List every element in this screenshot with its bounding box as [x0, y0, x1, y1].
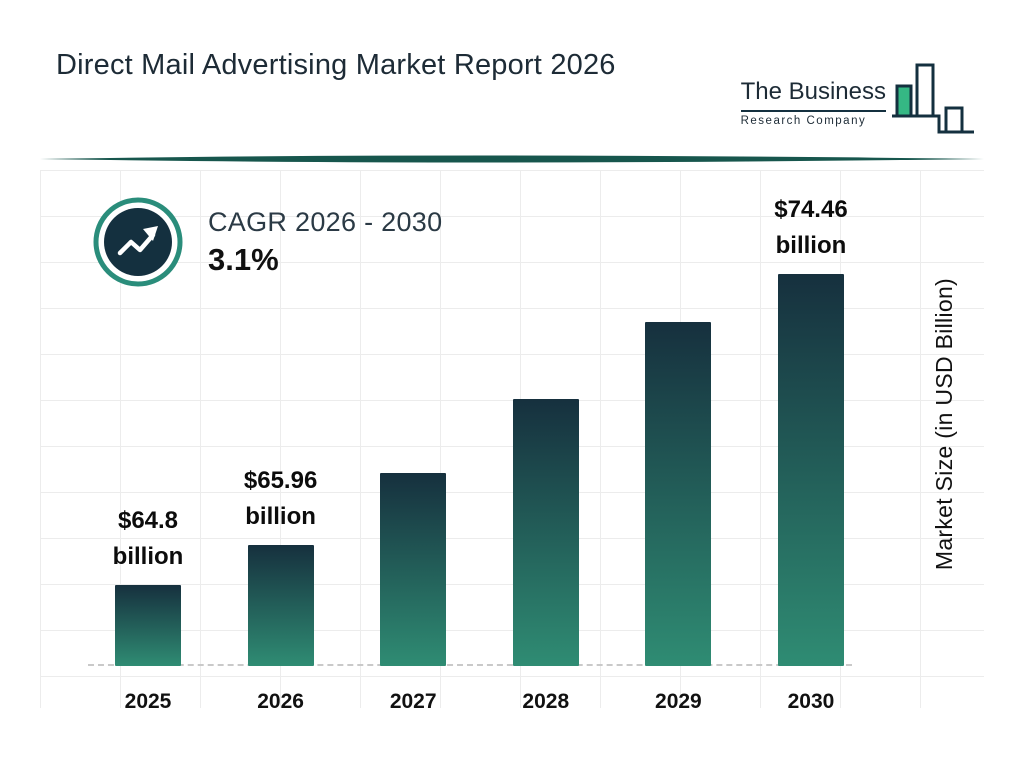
bar-value-label-line: $64.8	[117, 507, 179, 535]
cagr-text: CAGR 2026 - 2030 3.1%	[208, 207, 442, 278]
x-tick-2028: 2028	[522, 690, 570, 713]
bar-value-label-line: billion	[245, 502, 316, 530]
bar-2026	[247, 544, 314, 666]
divider-line	[40, 155, 984, 163]
bar-slot-2028: 2028	[512, 192, 579, 713]
x-tick-2027: 2027	[389, 690, 437, 713]
bar-value-label-2026: $65.96 billion	[191, 463, 371, 535]
bar-value-label-line: billion	[775, 232, 847, 259]
chart-area: CAGR 2026 - 2030 3.1% $64.8 billion 2025 $6…	[40, 170, 984, 713]
bar-value-label-line: $65.96	[243, 466, 318, 494]
divider	[40, 154, 984, 164]
bar-slot-2026: $65.96 billion 2026	[244, 192, 317, 713]
bar-value-label-line: billion	[112, 543, 184, 571]
bar-2029	[645, 322, 712, 666]
logo-text-primary: The Business	[740, 78, 886, 112]
header: Direct Mail Advertising Market Report 20…	[0, 0, 1024, 142]
company-logo: The Business Research Company	[740, 62, 976, 142]
bar-slot-2029: 2029	[645, 192, 712, 713]
bar-slot-2030: $74.46 billion 2030	[774, 192, 847, 713]
bar-chart-logo-icon	[892, 63, 974, 134]
y-axis-label-wrap: Market Size (in USD Billion)	[931, 170, 958, 678]
bar-value-label-line: $74.46	[774, 196, 848, 223]
y-axis-label: Market Size (in USD Billion)	[931, 277, 957, 571]
bar-2028	[512, 398, 579, 666]
axis-baseline	[88, 664, 852, 666]
bar-2030	[777, 274, 844, 666]
logo-text-secondary: Research Company	[740, 115, 867, 127]
bars-container: $64.8 billion 2025 $65.96 billion 2026 2027 202…	[113, 192, 848, 713]
logo-text: The Business Research Company	[740, 62, 886, 127]
x-tick-2030: 2030	[787, 690, 835, 713]
bar-value-label-2025: $64.8 billion	[58, 503, 238, 575]
bar-value-label-2030: $74.46 billion	[721, 192, 901, 264]
x-tick-2025: 2025	[124, 690, 172, 713]
x-tick-2029: 2029	[655, 690, 702, 713]
cagr-badge: CAGR 2026 - 2030 3.1%	[92, 196, 442, 288]
cagr-value: 3.1%	[208, 241, 279, 277]
bar-slot-2025: $64.8 billion 2025	[113, 192, 184, 713]
bar-2027	[380, 472, 447, 666]
x-tick-2026: 2026	[257, 690, 304, 713]
cagr-label: CAGR 2026 - 2030	[208, 206, 443, 237]
bar-2025	[115, 585, 181, 666]
page-title: Direct Mail Advertising Market Report 20…	[56, 49, 616, 81]
bar-slot-2027: 2027	[380, 192, 447, 713]
growth-trend-icon	[93, 197, 183, 287]
